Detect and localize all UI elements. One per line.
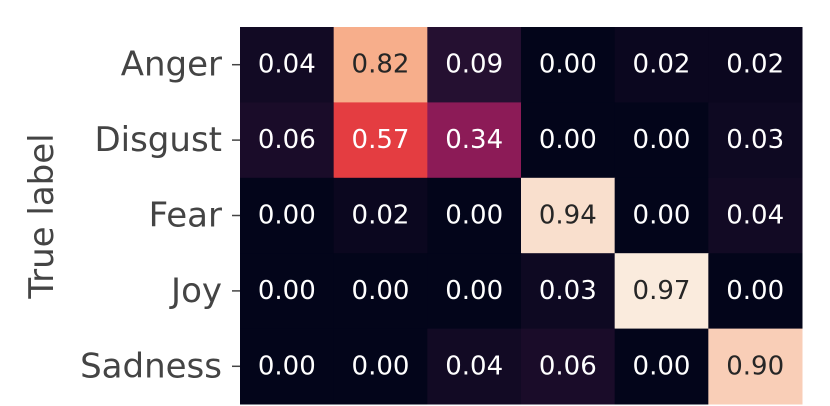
heatmap-cell — [521, 102, 616, 179]
cell-label: 0.00 — [445, 201, 503, 231]
cell-label: 0.00 — [352, 276, 410, 306]
cell-label: 0.02 — [352, 201, 410, 231]
cell-label: 0.00 — [539, 125, 597, 155]
heatmap-cell — [708, 102, 803, 179]
heatmap-cell — [521, 328, 616, 405]
cell-label: 0.00 — [445, 276, 503, 306]
y-tick-label: Sadness — [80, 346, 222, 386]
heatmap-cell — [427, 27, 522, 103]
cell-label: 0.06 — [258, 125, 316, 155]
heatmap-cell — [427, 177, 522, 254]
y-axis-label: True label — [22, 133, 62, 299]
heatmap-cell — [333, 102, 428, 179]
heatmap-cell — [333, 177, 428, 254]
heatmap-cell — [240, 328, 335, 405]
cell-label: 0.04 — [445, 351, 503, 381]
y-tick-label: Joy — [169, 271, 222, 311]
heatmap-cell — [427, 253, 522, 330]
cell-label: 0.94 — [539, 201, 597, 231]
heatmap-cell — [427, 328, 522, 405]
heatmap-cell — [333, 253, 428, 330]
heatmap-cell — [614, 102, 709, 179]
cell-label: 0.00 — [726, 276, 784, 306]
cell-label: 0.00 — [258, 201, 316, 231]
heatmap-cell — [240, 177, 335, 254]
cell-label: 0.00 — [258, 351, 316, 381]
y-tick-label: Disgust — [94, 120, 222, 160]
cell-label: 0.00 — [633, 201, 691, 231]
cell-label: 0.34 — [445, 125, 503, 155]
cell-label: 0.04 — [726, 201, 784, 231]
heatmap-cell — [708, 328, 803, 405]
cell-label: 0.06 — [539, 351, 597, 381]
cell-label: 0.02 — [633, 50, 691, 80]
cell-label: 0.03 — [539, 276, 597, 306]
cell-label: 0.02 — [726, 50, 784, 80]
heatmap-cell — [521, 27, 616, 103]
heatmap-cell — [333, 27, 428, 103]
cell-label: 0.03 — [726, 125, 784, 155]
heatmap-cell — [521, 177, 616, 254]
cell-label: 0.00 — [539, 50, 597, 80]
cell-label: 0.00 — [633, 125, 691, 155]
heatmap-cell — [614, 27, 709, 103]
heatmap-cell — [614, 177, 709, 254]
cell-label: 0.00 — [258, 276, 316, 306]
heatmap-cell — [427, 102, 522, 179]
cell-label: 0.57 — [352, 125, 410, 155]
cell-label: 0.04 — [258, 50, 316, 80]
heatmap-cell — [708, 253, 803, 330]
cell-label: 0.00 — [633, 351, 691, 381]
cell-label: 0.09 — [445, 50, 503, 80]
cell-label: 0.90 — [726, 351, 784, 381]
heatmap-cell — [240, 27, 335, 103]
heatmap-cell — [333, 328, 428, 405]
heatmap-cell — [708, 27, 803, 103]
heatmap-cell — [240, 102, 335, 179]
cell-label: 0.00 — [352, 351, 410, 381]
heatmap-cell — [708, 177, 803, 254]
y-tick-label: Anger — [121, 45, 222, 85]
heatmap-cell — [614, 253, 709, 330]
y-tick-label: Fear — [149, 196, 222, 236]
cell-label: 0.97 — [633, 276, 691, 306]
cell-label: 0.82 — [352, 50, 410, 80]
heatmap-cell — [614, 328, 709, 405]
heatmap-cell — [240, 253, 335, 330]
heatmap-cell — [521, 253, 616, 330]
